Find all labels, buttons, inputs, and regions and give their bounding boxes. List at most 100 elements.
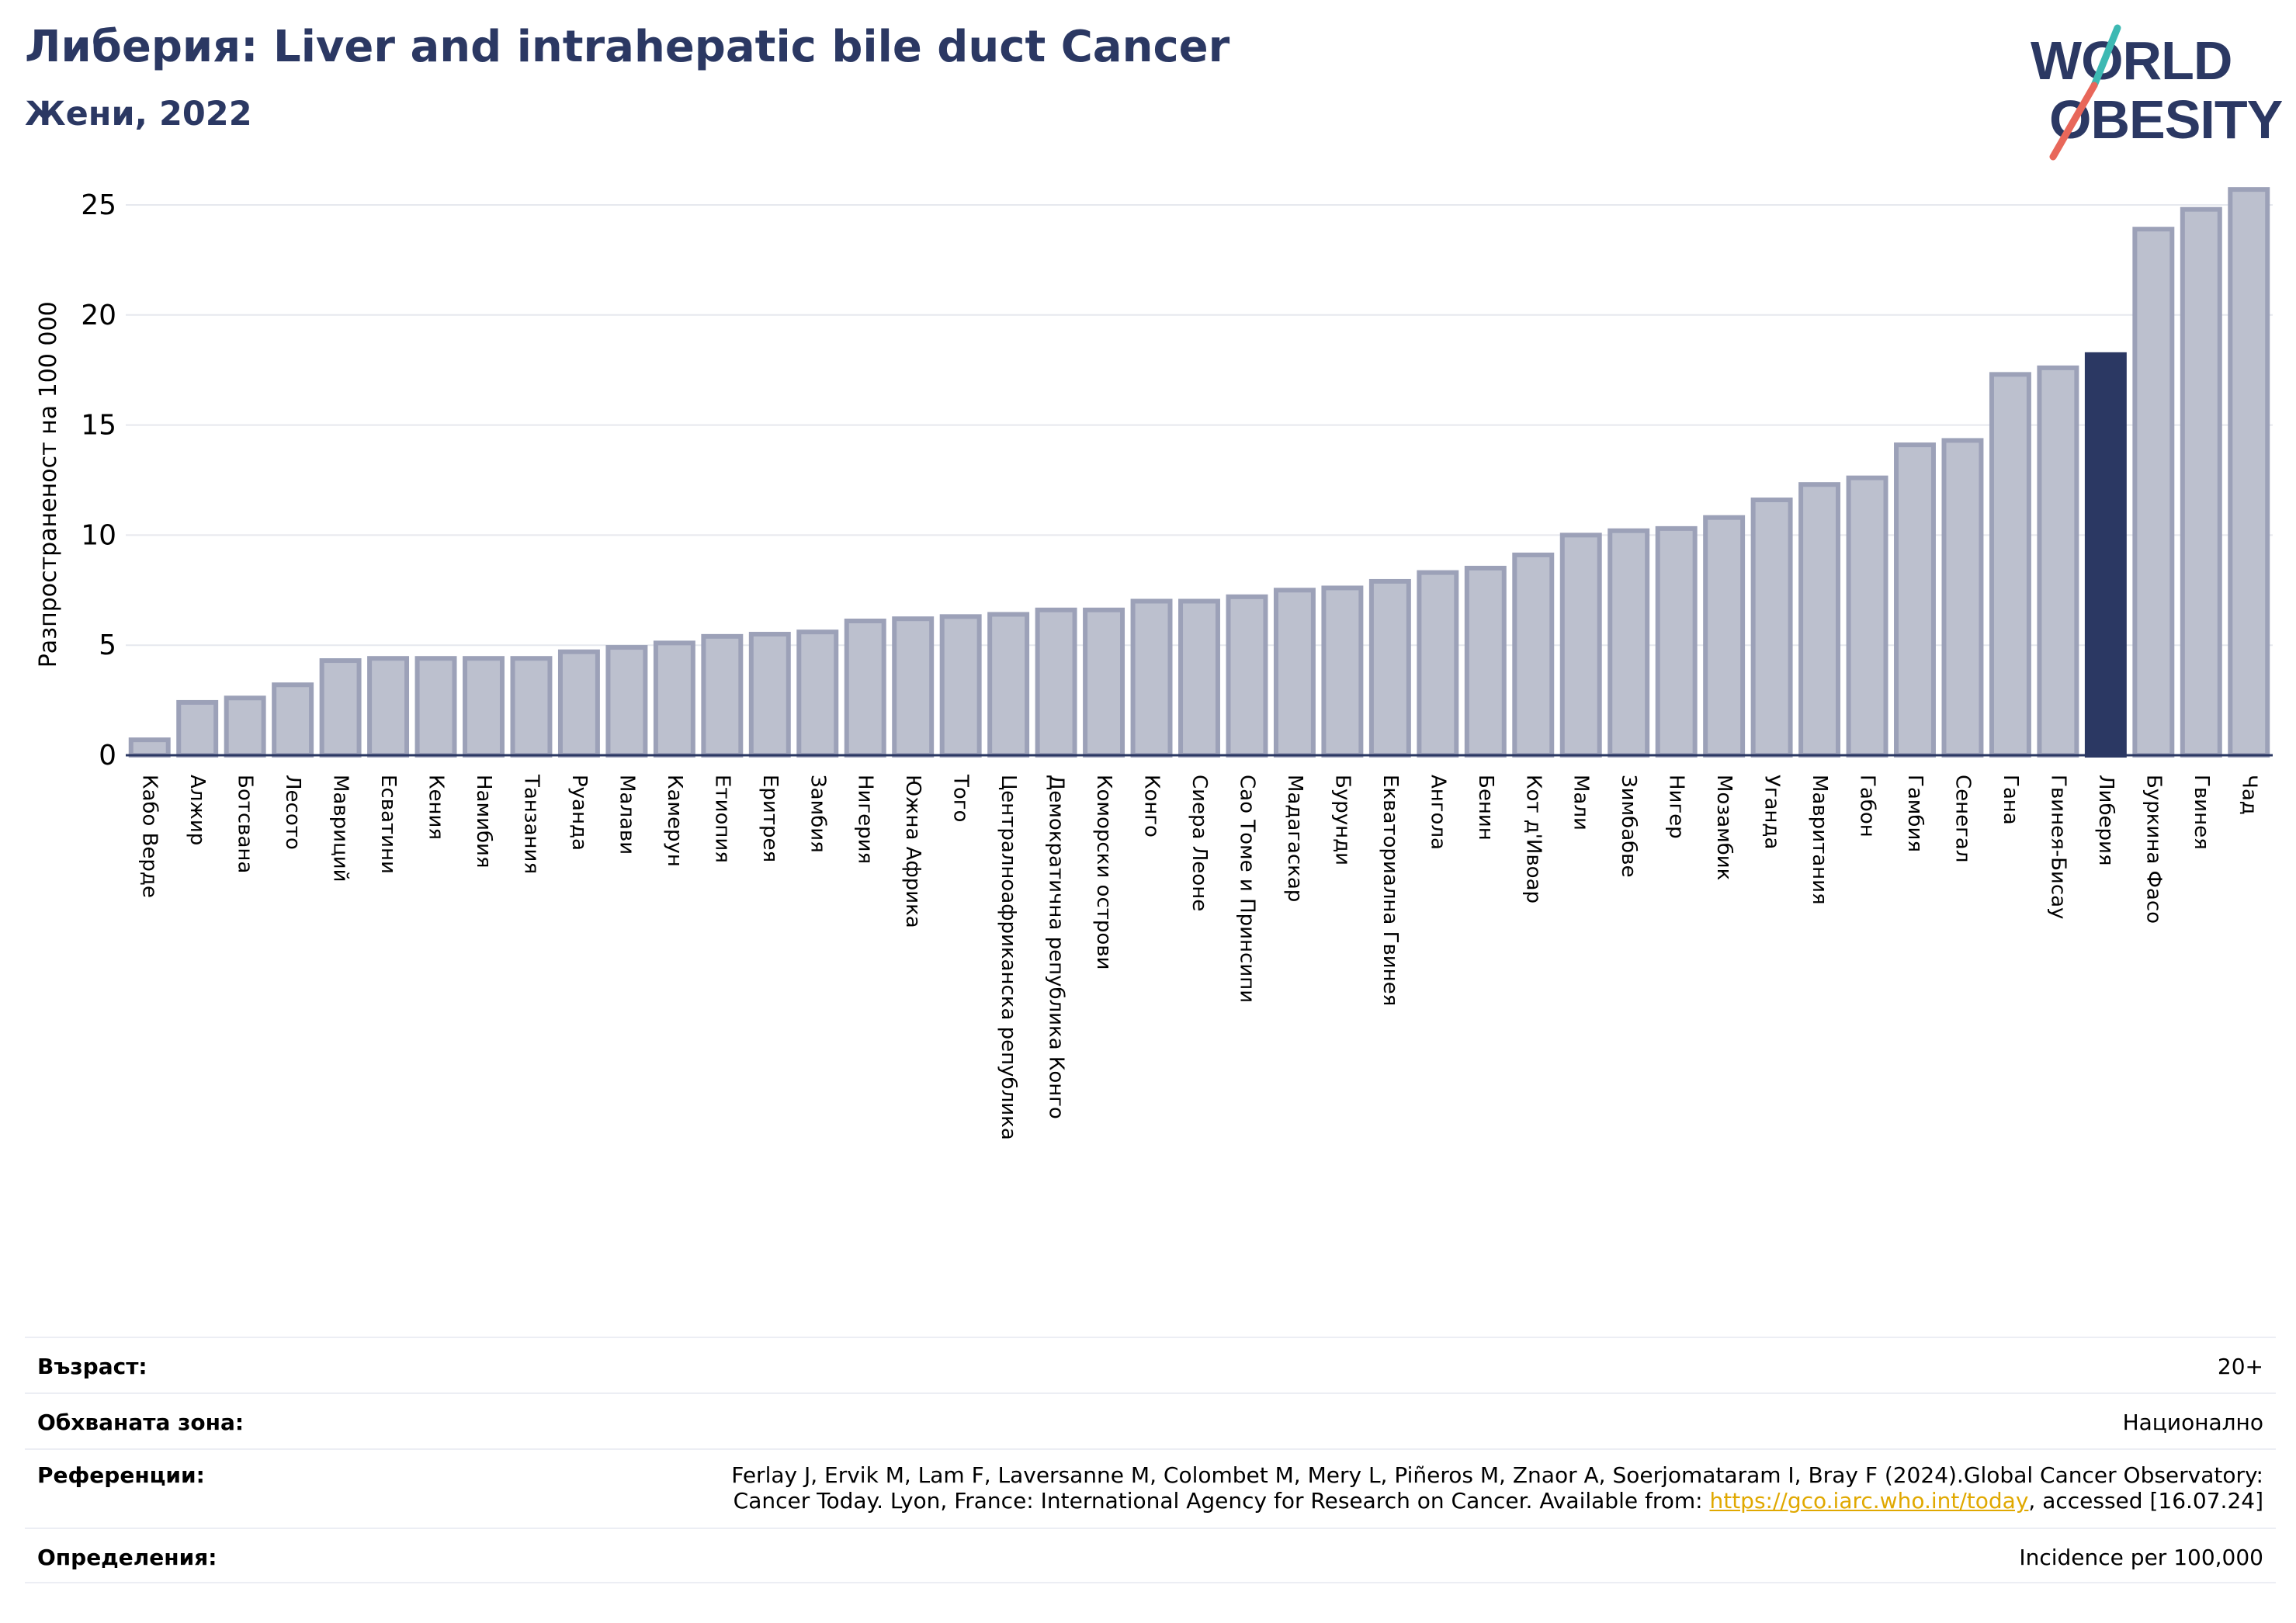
bar xyxy=(1703,515,1746,758)
bar xyxy=(272,682,314,758)
x-tick-label: Сао Томе и Принсипи xyxy=(1235,775,1258,1003)
x-tick-label: Буркина Фасо xyxy=(2142,775,2165,924)
bar xyxy=(1798,482,1841,758)
x-tick-label: Еритрея xyxy=(758,775,782,862)
bar xyxy=(414,656,457,758)
logo-slash-teal xyxy=(2090,24,2121,89)
chart-subtitle: Жени, 2022 xyxy=(25,95,252,134)
bar xyxy=(1321,585,1364,758)
chart-title: Либерия: Liver and intrahepatic bile duc… xyxy=(25,22,1230,72)
bar xyxy=(939,614,982,758)
bar xyxy=(510,656,553,758)
bar xyxy=(2132,227,2175,758)
meta-row-references: Референции: Ferlay J, Ervik M, Lam F, La… xyxy=(25,1448,2276,1528)
x-tick-label: Гвинея xyxy=(2190,775,2213,850)
bar xyxy=(1083,607,1125,758)
x-tick-label: Уганда xyxy=(1760,775,1784,849)
bar xyxy=(1608,528,1650,758)
x-tick-label: Конго xyxy=(1140,775,1164,838)
bar xyxy=(1130,598,1173,758)
x-tick-label: Сиера Леоне xyxy=(1188,775,1211,911)
x-tick-label: Замбия xyxy=(806,775,829,853)
meta-age-value: 20+ xyxy=(2217,1354,2263,1379)
bar xyxy=(224,695,266,758)
y-tick-label: 15 xyxy=(81,410,116,442)
bar xyxy=(2084,352,2127,758)
meta-coverage-label: Обхваната зона: xyxy=(37,1410,245,1435)
bar xyxy=(1273,588,1316,758)
x-tick-label: Либерия xyxy=(2094,775,2117,866)
x-tick-label: Етиопия xyxy=(710,775,734,863)
bar xyxy=(844,619,886,758)
bar xyxy=(557,649,600,758)
x-tick-label: Чад xyxy=(2237,775,2260,815)
meta-row-coverage: Обхваната зона: Национално xyxy=(25,1392,2276,1448)
bar xyxy=(1941,438,1984,758)
y-tick-label: 5 xyxy=(99,629,116,661)
x-tick-label: Коморски острови xyxy=(1092,775,1115,970)
bar xyxy=(796,629,839,758)
bar xyxy=(605,645,648,758)
meta-references-label: Референции: xyxy=(37,1462,205,1488)
x-tick-label: Екваториална Гвинея xyxy=(1379,775,1402,1006)
x-tick-label: Камерун xyxy=(663,775,686,867)
bar xyxy=(1750,498,1793,758)
reference-line2-pre: Cancer Today. Lyon, France: Internationa… xyxy=(733,1488,1710,1514)
x-tick-label: Ангола xyxy=(1426,775,1449,850)
bar xyxy=(1559,532,1602,758)
bar-chart: 0 5 10 15 20 25 Кабо Верде Алжир Ботсвана Лесото… xyxy=(35,187,2273,1140)
bar xyxy=(987,612,1030,758)
reference-link[interactable]: https://gco.iarc.who.int/today xyxy=(1709,1488,2029,1514)
bar xyxy=(1894,442,1936,758)
x-tick-label: Кения xyxy=(425,775,448,840)
x-tick-label: Лесото xyxy=(281,775,304,850)
x-tick-label: Намибия xyxy=(472,775,495,869)
x-tick-label: Кабо Верде xyxy=(138,775,161,898)
bar xyxy=(1035,607,1077,758)
x-tick-label: Нигерия xyxy=(854,775,877,864)
x-tick-label: Гвинея-Бисау xyxy=(2046,775,2069,919)
y-axis-label: Разпространеност на 100 000 xyxy=(35,301,62,668)
bar xyxy=(1368,578,1411,758)
y-tick-label: 25 xyxy=(81,189,116,221)
x-tick-label: Централноафриканска република xyxy=(997,775,1020,1140)
bar xyxy=(1226,594,1268,758)
x-tick-label: Гана xyxy=(1999,775,2022,825)
x-tick-label: Мавриций xyxy=(329,775,352,883)
y-tick-label: 10 xyxy=(81,519,116,551)
bar xyxy=(176,699,219,758)
y-tick-label: 0 xyxy=(99,740,116,772)
x-tick-label: Танзания xyxy=(519,774,543,874)
metadata-table: Възраст: 20+ Обхваната зона: Национално … xyxy=(25,1337,2276,1583)
bar xyxy=(653,640,695,758)
x-tick-label: Того xyxy=(949,774,973,822)
x-tick-label: Нигер xyxy=(1665,775,1688,839)
meta-definitions-value: Incidence per 100,000 xyxy=(2019,1545,2263,1570)
x-tick-label: Бенин xyxy=(1474,775,1497,841)
x-tick-label: Алжир xyxy=(186,775,209,845)
x-tick-label: Мавритания xyxy=(1808,775,1831,905)
bar xyxy=(367,656,410,758)
reference-line2-post: , accessed [16.07.24] xyxy=(2028,1488,2263,1514)
x-tick-label: Сенегал xyxy=(1951,775,1974,862)
logo-slash-coral xyxy=(2049,81,2098,161)
bar xyxy=(2037,365,2079,758)
bar xyxy=(319,658,362,758)
y-tick-label: 20 xyxy=(81,300,116,331)
x-tick-label: Есватини xyxy=(376,775,400,874)
meta-references-value: Ferlay J, Ervik M, Lam F, Laversanne M, … xyxy=(731,1462,2263,1528)
x-tick-label: Мали xyxy=(1569,775,1593,831)
x-tick-label: Южна Африка xyxy=(901,775,924,928)
x-tick-label: Мозамбик xyxy=(1712,775,1736,880)
world-obesity-logo: WORLD OBESITY xyxy=(2031,24,2282,161)
meta-definitions-label: Определения: xyxy=(37,1545,217,1570)
bar xyxy=(1417,570,1459,758)
bar xyxy=(892,616,935,758)
bar xyxy=(1655,525,1698,758)
bar xyxy=(1178,598,1220,758)
meta-row-age: Възраст: 20+ xyxy=(25,1337,2276,1392)
bar xyxy=(1512,552,1555,758)
x-tick-label: Бурунди xyxy=(1330,775,1354,865)
x-tick-label: Зимбабве xyxy=(1617,775,1640,878)
bar xyxy=(128,737,171,758)
